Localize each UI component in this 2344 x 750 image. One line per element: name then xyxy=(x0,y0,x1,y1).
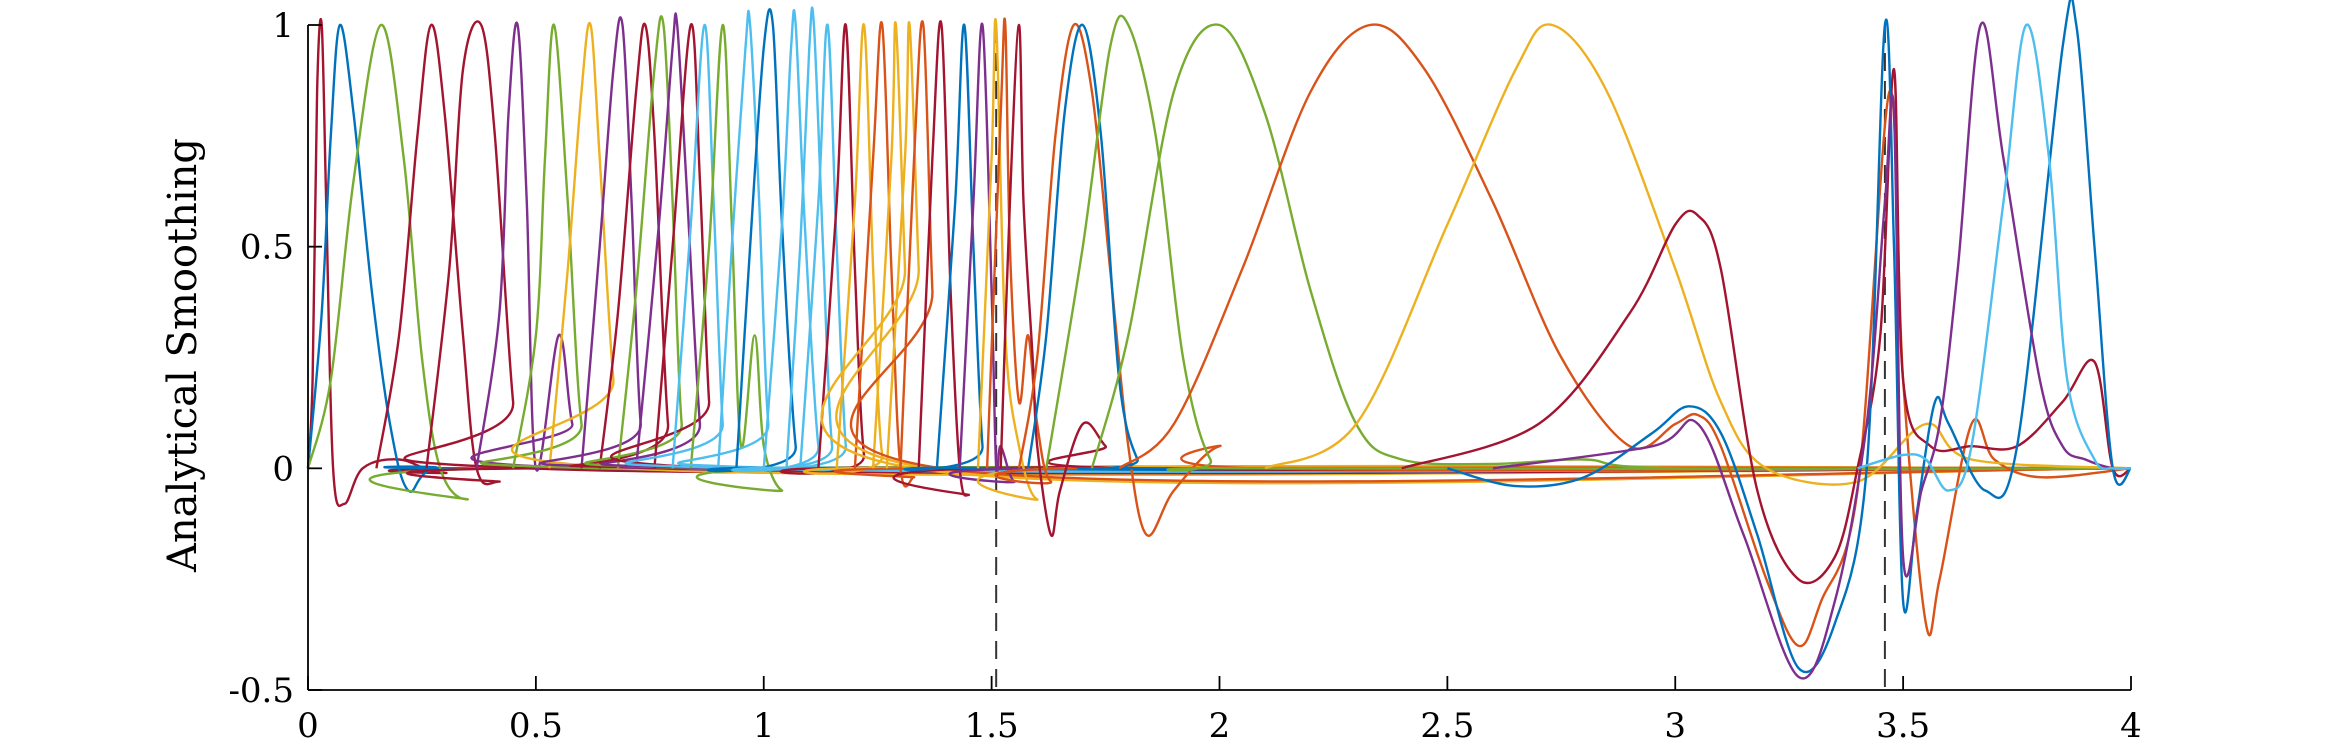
series-line-42 xyxy=(1857,23,2132,492)
series-line-24 xyxy=(820,21,2132,485)
x-tick-label: 3.5 xyxy=(1876,706,1930,746)
series-line-8 xyxy=(510,21,2132,477)
series-lines xyxy=(306,0,2133,680)
series-line-25 xyxy=(835,21,2132,485)
series-line-29 xyxy=(948,22,2132,484)
series-line-13 xyxy=(609,23,2132,475)
vertical-reference-lines xyxy=(995,25,1886,690)
series-line-39 xyxy=(1401,68,2132,585)
series-line-36 xyxy=(1090,23,2132,471)
y-tick-label: 0.5 xyxy=(240,228,294,268)
x-tick-label: 1 xyxy=(753,706,775,746)
y-tick-label: 1 xyxy=(272,6,294,46)
series-line-30 xyxy=(976,17,2132,501)
series-line-7 xyxy=(480,23,2132,473)
series-line-34 xyxy=(1026,23,2132,471)
y-tick-label: 0 xyxy=(272,449,294,489)
x-tick-label: 0.5 xyxy=(509,706,563,746)
x-tick-label: 4 xyxy=(2120,706,2142,746)
series-line-28 xyxy=(903,23,2132,472)
x-tick-label: 2.5 xyxy=(1420,706,1474,746)
axes: 0 0.5 1 1.5 2 2.5 3 3.5 4-0.500.51 xyxy=(228,6,2141,746)
series-line-38 xyxy=(1264,23,2132,486)
x-tick-label: 2 xyxy=(1209,706,1231,746)
y-axis-title: Analytical Smoothing xyxy=(160,138,206,573)
series-line-21 xyxy=(780,23,2132,475)
series-line-41 xyxy=(1492,21,2132,680)
series-line-27 xyxy=(892,20,2132,497)
x-tick-label: 0 xyxy=(297,706,319,746)
series-line-37 xyxy=(1118,23,2132,648)
y-tick-label: -0.5 xyxy=(228,671,294,711)
x-tick-label: 3 xyxy=(1664,706,1686,746)
x-tick-label: 1.5 xyxy=(965,706,1019,746)
series-line-40 xyxy=(1447,0,2133,674)
series-line-35 xyxy=(1045,14,2132,472)
series-line-16 xyxy=(677,9,2132,473)
series-line-26 xyxy=(850,20,2132,483)
